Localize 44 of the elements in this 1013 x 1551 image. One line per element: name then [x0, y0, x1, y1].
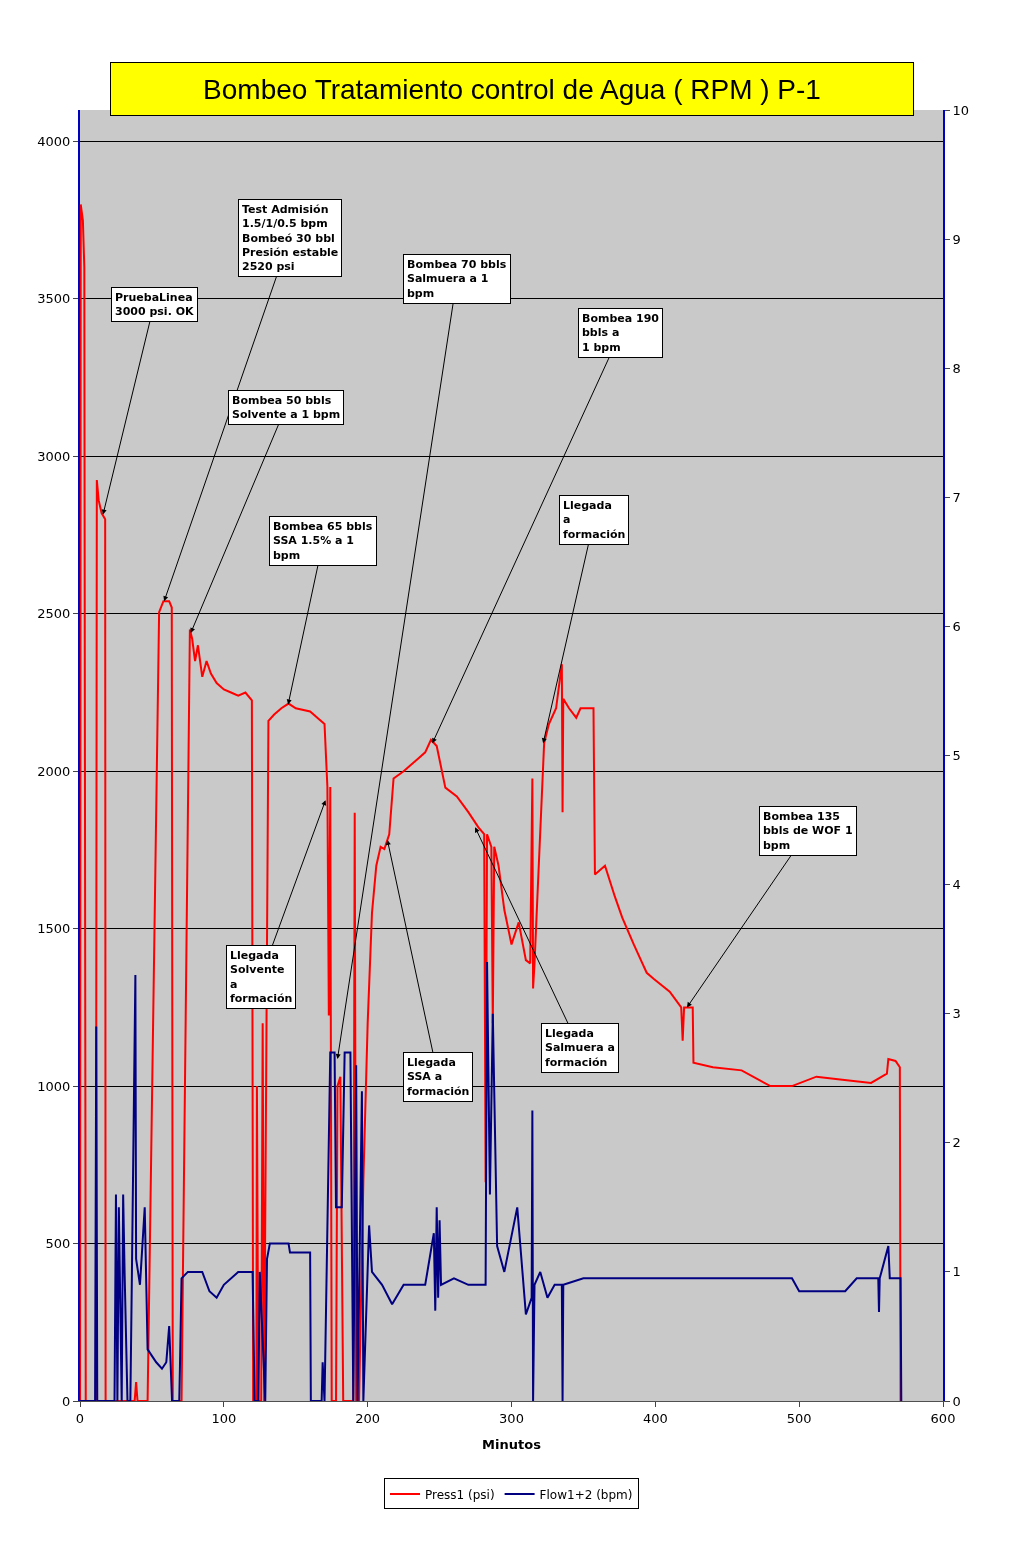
- x-tick-label: 300: [499, 1410, 524, 1426]
- x-tick-label: 600: [930, 1410, 956, 1426]
- y-tick-label: 1000: [37, 1078, 71, 1094]
- legend-label: Flow1+2 (bpm): [539, 1487, 633, 1502]
- annotation: Test Admisión 1.5/1/0.5 bpm Bombeó 30 bbl Presión estable 2520 psi: [242, 203, 339, 274]
- annotation: PruebaLinea 3000 psi. OK: [115, 291, 194, 319]
- chart-title: Bombeo Tratamiento control de Agua ( RPM ) P-1: [203, 73, 821, 105]
- y2-tick-label: 5: [952, 748, 961, 764]
- annotation: Llegada Salmuera a formación: [545, 1027, 615, 1069]
- x-tick-label: 0: [75, 1410, 85, 1426]
- x-tick-label: 500: [786, 1410, 812, 1426]
- x-tick-label: 100: [211, 1410, 237, 1426]
- y-tick-label: 2000: [37, 763, 71, 779]
- line-series: [80, 203, 902, 1401]
- y-tick-label: 1500: [37, 921, 71, 937]
- annotation: Bombea 135 bbls de WOF 1 bpm: [763, 810, 853, 852]
- y-tick-label: 3500: [37, 291, 71, 307]
- y2-tick-label: 8: [952, 360, 961, 376]
- y2-tick-label: 9: [952, 231, 961, 247]
- annotation: Bombea 65 bbls SSA 1.5% a 1 bpm: [273, 520, 373, 562]
- y2-tick-label: 1: [952, 1264, 961, 1280]
- annotation: Llegada a formación: [563, 499, 626, 541]
- annotation: Bombea 50 bbls Solvente a 1 bpm: [232, 394, 341, 422]
- line-series: [80, 961, 903, 1401]
- y2-tick-label: 6: [952, 618, 961, 634]
- y2-tick-label: 3: [952, 1006, 961, 1022]
- x-tick-label: 200: [355, 1410, 381, 1426]
- y2-tick-label: 7: [952, 489, 961, 505]
- y-tick-label: 3000: [37, 448, 71, 464]
- annotation: Llegada SSA a formación: [407, 1056, 470, 1098]
- y2-tick-label: 4: [952, 877, 961, 893]
- x-tick-label: 400: [642, 1410, 668, 1426]
- annotation: Llegada Solvente a formación: [230, 949, 293, 1005]
- annotation: Bombea 190 bbls a 1 bpm: [582, 312, 660, 354]
- annotation: Bombea 70 bbls Salmuera a 1 bpm: [407, 258, 507, 300]
- x-axis-title: Minutos: [482, 1437, 542, 1453]
- y-tick-label: 2500: [37, 606, 71, 622]
- y2-tick-label: 10: [952, 102, 970, 118]
- y2-tick-label: 0: [952, 1393, 961, 1409]
- y-tick-label: 4000: [37, 134, 71, 150]
- y-tick-label: 500: [45, 1236, 71, 1252]
- legend-label: Press1 (psi): [425, 1487, 495, 1502]
- y2-tick-label: 2: [952, 1135, 961, 1151]
- y-tick-label: 0: [62, 1393, 71, 1409]
